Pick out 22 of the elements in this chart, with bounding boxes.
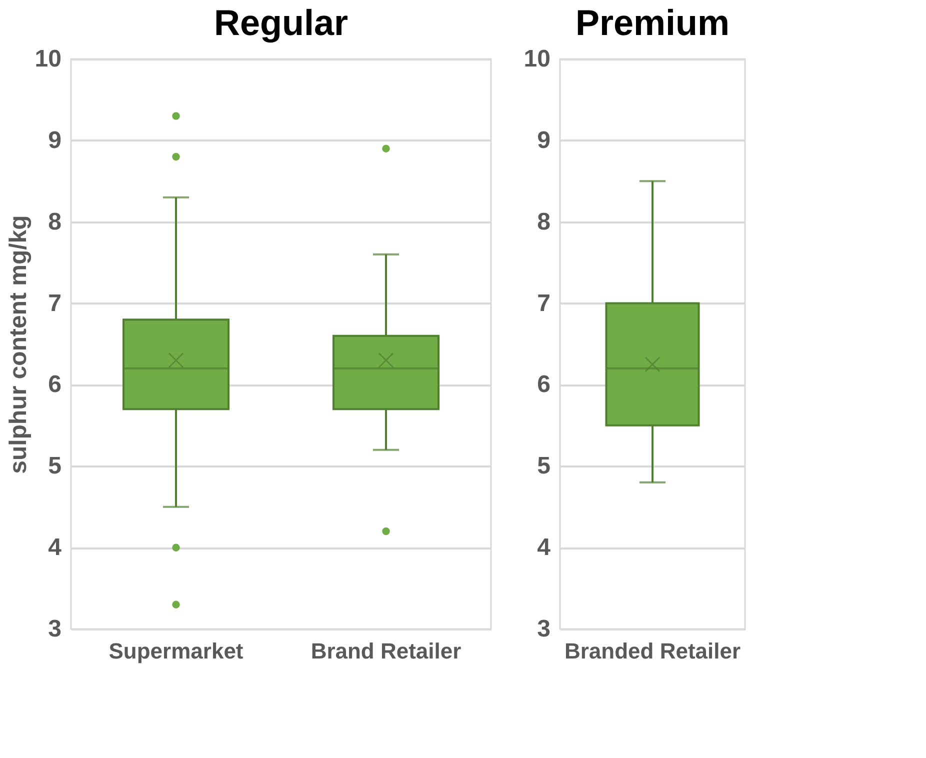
y-tick-label: 10: [524, 46, 550, 72]
y-tick-label: 10: [34, 46, 62, 72]
y-tick-label: 7: [48, 290, 62, 317]
y-tick-label: 6: [48, 371, 62, 398]
y-tick-label: 8: [48, 208, 62, 236]
x-tick-label: Branded Retailer: [564, 638, 741, 664]
y-tick-label: 9: [48, 126, 62, 154]
y-axis-title: sulphur content mg/kg: [4, 215, 32, 474]
y-tick-label: 3: [537, 616, 550, 642]
x-tick-label: Brand Retailer: [310, 638, 462, 664]
y-tick-label: 5: [537, 452, 550, 480]
y-tick-label: 5: [48, 452, 62, 480]
chart-title: Premium: [575, 2, 730, 43]
y-tick-label: 6: [537, 371, 550, 398]
y-tick-label: 9: [537, 126, 550, 154]
x-tick-label: Supermarket: [108, 638, 244, 664]
y-tick-label: 4: [537, 534, 552, 562]
chart-title: Regular: [214, 2, 348, 43]
y-tick-label: 3: [48, 616, 62, 642]
y-tick-label: 4: [48, 534, 62, 562]
y-tick-label: 7: [537, 290, 550, 317]
y-tick-label: 8: [537, 208, 550, 236]
